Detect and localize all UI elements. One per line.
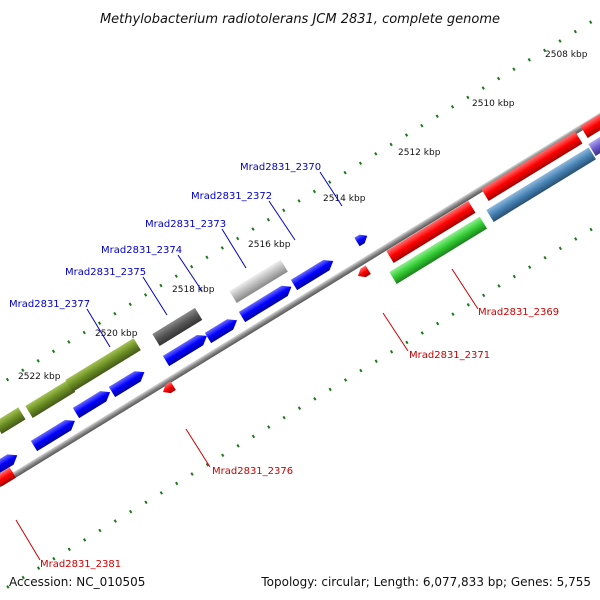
kbp-label: 2516 kbp <box>248 240 291 250</box>
gene-label[interactable]: Mrad2831_2374 <box>101 245 182 256</box>
gene-feature[interactable] <box>162 331 210 367</box>
kbp-label: 2510 kbp <box>472 99 515 109</box>
gene-label[interactable]: Mrad2831_2369 <box>478 307 559 318</box>
tick-track-upper <box>0 17 598 438</box>
gene-feature[interactable] <box>481 131 583 201</box>
gene-label[interactable]: Mrad2831_2377 <box>9 299 90 310</box>
leader-line <box>177 254 203 292</box>
gene-feature[interactable] <box>238 282 295 323</box>
gene-feature[interactable] <box>229 259 288 303</box>
gene-label[interactable]: Mrad2831_2373 <box>145 219 226 230</box>
map-title: Methylobacterium radiotolerans JCM 2831,… <box>100 12 500 27</box>
gene-label[interactable]: Mrad2831_2371 <box>409 350 490 361</box>
gene-feature[interactable] <box>386 200 476 263</box>
accession-text: Accession: NC_010505 <box>9 575 145 589</box>
gene-feature[interactable] <box>108 367 148 398</box>
reverse-strand-genes <box>0 265 371 489</box>
gene-feature[interactable] <box>25 379 76 418</box>
kbp-label: 2508 kbp <box>545 50 588 60</box>
label-leaders <box>15 171 479 561</box>
gene-label[interactable]: Mrad2831_2375 <box>65 267 146 278</box>
gene-label[interactable]: Mrad2831_2370 <box>240 162 321 173</box>
gene-feature[interactable] <box>0 450 20 478</box>
gene-feature[interactable] <box>290 256 336 291</box>
gene-label[interactable]: Mrad2831_2372 <box>191 191 272 202</box>
leader-line <box>382 312 409 352</box>
kbp-label: 2522 kbp <box>18 372 61 382</box>
gene-feature[interactable] <box>0 467 16 489</box>
gene-label[interactable]: Mrad2831_2376 <box>212 466 293 477</box>
kbp-labels: 2508 kbp 2510 kbp 2512 kbp 2514 kbp 2516… <box>18 50 588 382</box>
gene-labels: Mrad2831_2370 Mrad2831_2372 Mrad2831_237… <box>9 162 559 570</box>
tick-track-lower <box>6 168 600 589</box>
gene-feature[interactable] <box>72 387 113 419</box>
gene-feature[interactable] <box>389 216 488 284</box>
genome-backbone <box>0 88 600 512</box>
kbp-label: 2514 kbp <box>323 194 366 204</box>
forward-strand-genes <box>0 110 600 478</box>
gene-label[interactable]: Mrad2831_2381 <box>40 559 121 570</box>
gene-feature[interactable] <box>204 315 240 344</box>
gene-feature[interactable] <box>0 407 26 434</box>
kbp-label: 2520 kbp <box>95 329 138 339</box>
leader-line <box>142 276 168 316</box>
leader-line <box>221 228 247 269</box>
leader-line <box>319 171 343 207</box>
gene-feature[interactable] <box>152 307 203 346</box>
gene-feature[interactable] <box>354 231 369 247</box>
kbp-label: 2512 kbp <box>398 148 441 158</box>
gene-feature[interactable] <box>160 381 176 396</box>
gene-feature[interactable] <box>486 147 596 222</box>
leader-line <box>185 428 211 468</box>
gene-feature[interactable] <box>65 338 141 392</box>
leader-line <box>451 268 479 310</box>
gene-feature[interactable] <box>588 128 600 156</box>
leader-line <box>268 200 296 241</box>
topology-text: Topology: circular; Length: 6,077,833 bp… <box>260 575 591 589</box>
kbp-label: 2518 kbp <box>172 285 215 295</box>
gene-feature[interactable] <box>355 265 371 280</box>
gene-feature[interactable] <box>30 416 78 452</box>
leader-line <box>15 519 41 561</box>
leader-line <box>86 308 111 348</box>
gene-feature[interactable] <box>580 110 600 138</box>
